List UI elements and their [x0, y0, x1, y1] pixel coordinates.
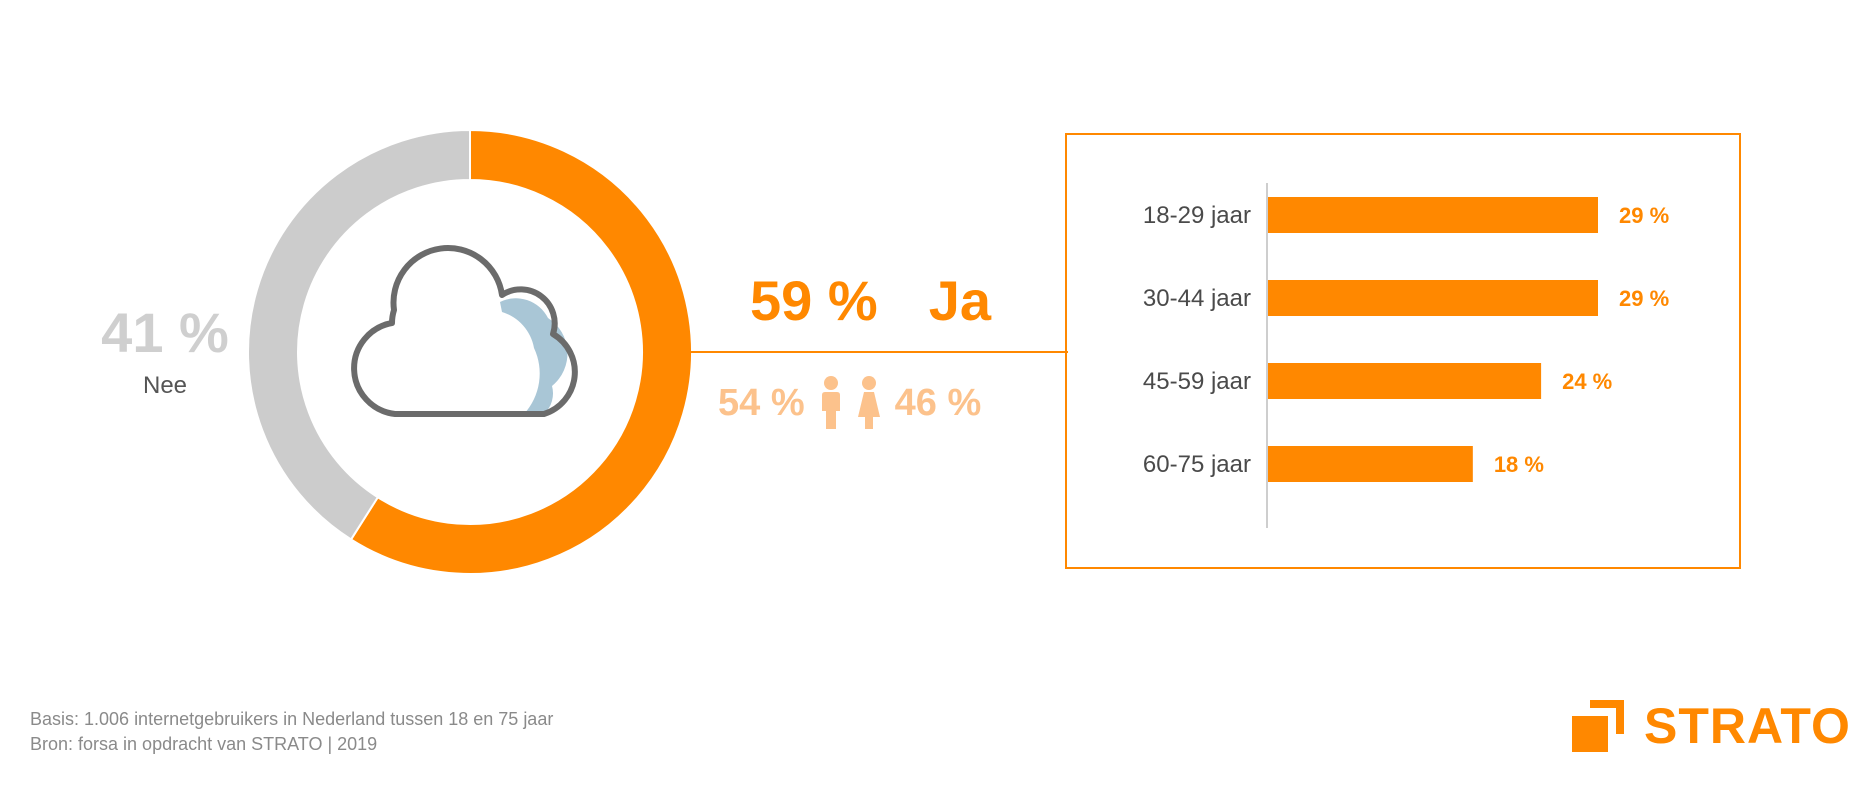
bar-value-label: 29 %: [1619, 203, 1669, 228]
yes-percentage: 59 %: [750, 269, 878, 332]
cloud-icon: [351, 245, 578, 417]
age-breakdown-panel: 18-29 jaar 29 % 30-44 jaar 29 % 45-59 jaar 24…: [1065, 133, 1741, 569]
bar-category-label: 30-44 jaar: [1143, 285, 1251, 312]
strato-square-icon: [1572, 700, 1624, 752]
footnote-source: Bron: forsa in opdracht van STRATO | 201…: [30, 734, 378, 754]
gender-split: 54 % 46 %: [718, 375, 981, 431]
donut-slice-nee: [247, 128, 471, 541]
donut-slice-ja: [349, 128, 693, 575]
donut-chart: [247, 128, 693, 575]
yes-label: Ja: [928, 269, 992, 332]
male-person-icon: [819, 375, 843, 431]
bar-value-label: 29 %: [1619, 286, 1669, 311]
bar-value-label: 24 %: [1562, 369, 1612, 394]
age-bar-chart: 18-29 jaar 29 % 30-44 jaar 29 % 45-59 jaar 24…: [1143, 183, 1669, 528]
bar: [1268, 446, 1473, 482]
bar-value-label: 18 %: [1494, 452, 1544, 477]
strato-logo-text: STRATO: [1644, 698, 1851, 754]
connector-line: [690, 351, 1068, 353]
bar-category-label: 60-75 jaar: [1143, 451, 1251, 478]
footnote: Basis: 1.006 internetgebruikers in Neder…: [30, 707, 553, 757]
no-label: Nee: [142, 372, 188, 399]
bar-category-label: 18-29 jaar: [1143, 202, 1251, 229]
footnote-basis: Basis: 1.006 internetgebruikers in Neder…: [30, 709, 554, 729]
bar: [1268, 280, 1598, 316]
female-person-icon: [857, 375, 881, 431]
male-percentage: 54 %: [718, 381, 805, 424]
bar: [1268, 197, 1598, 233]
donut-slices: [247, 128, 693, 575]
strato-logo: STRATO: [1570, 697, 1851, 755]
no-percentage: 41 %: [101, 301, 229, 364]
bar-category-label: 45-59 jaar: [1143, 368, 1251, 395]
female-percentage: 46 %: [894, 381, 982, 424]
yes-summary: 59 % Ja: [750, 268, 991, 333]
bar: [1268, 363, 1542, 399]
